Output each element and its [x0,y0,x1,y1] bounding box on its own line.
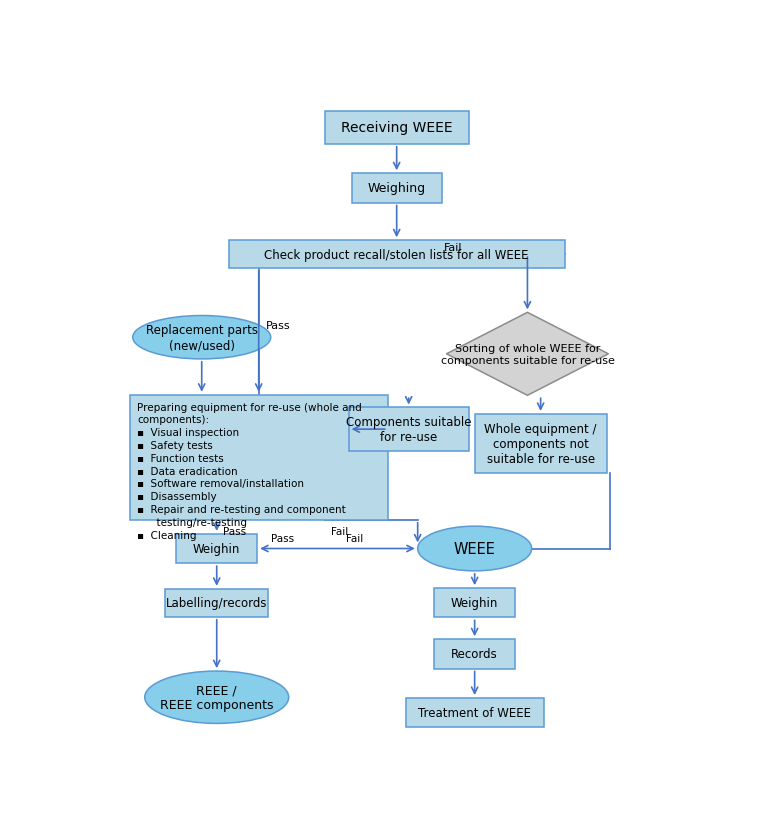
Text: Records: Records [451,647,498,661]
Text: Receiving WEEE: Receiving WEEE [341,121,453,135]
FancyBboxPatch shape [474,414,607,473]
FancyBboxPatch shape [348,408,469,451]
Text: Replacement parts
(new/used): Replacement parts (new/used) [146,324,258,352]
Text: Sorting of whole WEEE for
components suitable for re-use: Sorting of whole WEEE for components sui… [440,344,615,365]
Text: Pass: Pass [223,527,246,537]
Text: Components suitable
for re-use: Components suitable for re-use [346,416,471,444]
FancyBboxPatch shape [351,174,442,204]
Ellipse shape [133,316,271,359]
Text: Pass: Pass [271,533,294,544]
Text: Weighin: Weighin [193,542,241,556]
Text: Pass: Pass [266,320,290,330]
FancyBboxPatch shape [406,698,543,727]
Text: Treatment of WEEE: Treatment of WEEE [418,706,531,720]
FancyBboxPatch shape [229,241,565,269]
FancyBboxPatch shape [434,639,515,669]
Text: WEEE: WEEE [454,542,495,556]
Text: Fail: Fail [346,533,363,544]
Text: Fail: Fail [330,527,348,537]
Text: Weighin: Weighin [451,596,498,609]
FancyBboxPatch shape [434,589,515,618]
FancyBboxPatch shape [130,396,388,520]
Text: Fail: Fail [444,243,462,253]
FancyBboxPatch shape [165,589,269,617]
Text: Preparing equipment for re-use (whole and
components):
▪  Visual inspection
▪  S: Preparing equipment for re-use (whole an… [137,402,361,540]
Text: Weighing: Weighing [368,182,426,195]
Text: Check product recall/stolen lists for all WEEE: Check product recall/stolen lists for al… [265,248,529,262]
Polygon shape [447,313,608,396]
Ellipse shape [145,672,289,724]
FancyBboxPatch shape [176,534,257,564]
FancyBboxPatch shape [325,112,469,145]
Text: REEE /
REEE components: REEE / REEE components [160,683,273,711]
Text: Labelling/records: Labelling/records [166,596,268,609]
Text: Whole equipment /
components not
suitable for re-use: Whole equipment / components not suitabl… [485,422,597,465]
Ellipse shape [418,527,532,571]
